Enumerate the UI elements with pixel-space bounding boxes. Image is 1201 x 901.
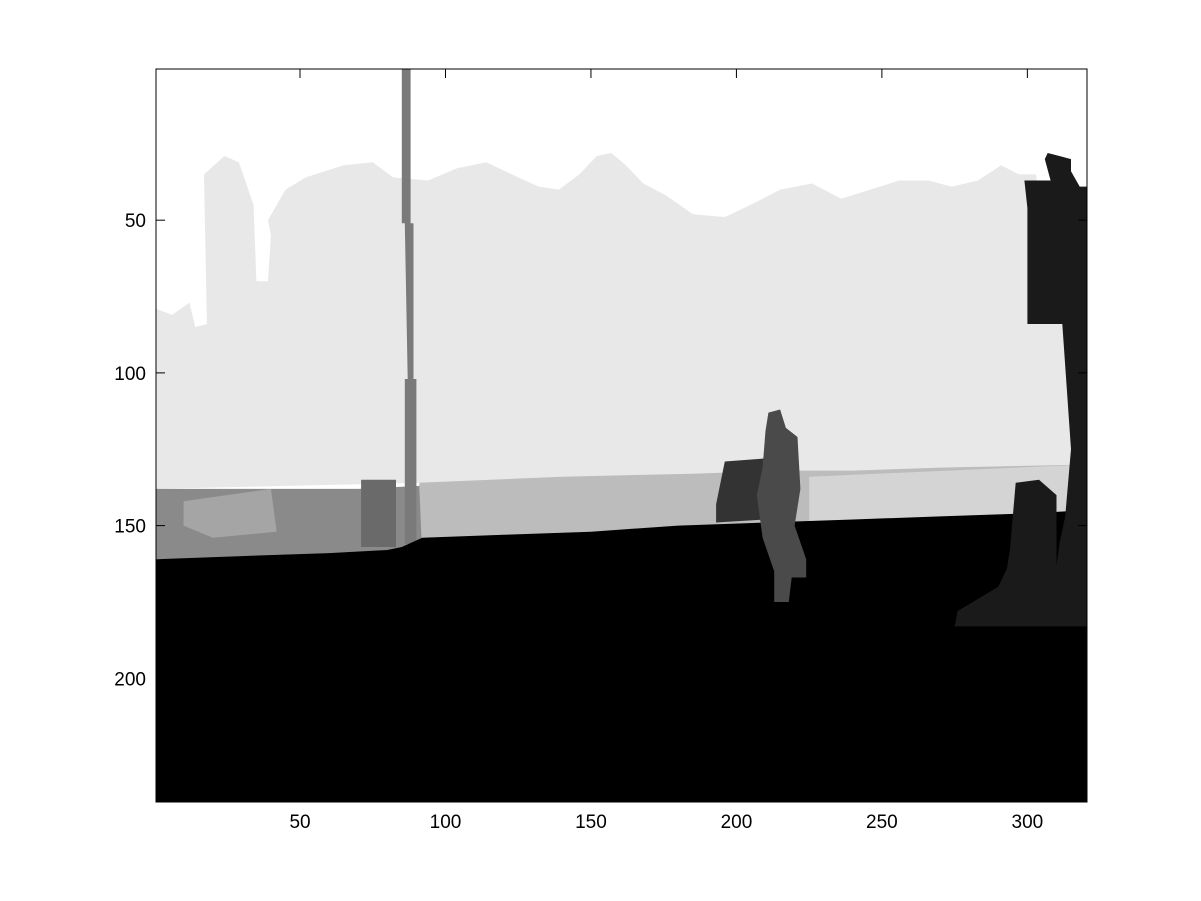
plot-area xyxy=(156,69,1087,802)
x-tick-label: 300 xyxy=(1012,812,1044,833)
x-tick-labels: 50 100 150 200 250 300 xyxy=(289,812,1043,833)
x-tick-label: 200 xyxy=(721,812,753,833)
region-buildings xyxy=(156,153,1087,489)
region-sign xyxy=(954,153,1087,627)
x-tick-label: 250 xyxy=(866,812,898,833)
region-car xyxy=(183,488,277,538)
image-regions xyxy=(156,69,1087,802)
y-tick-labels: 50 100 150 200 xyxy=(114,211,146,690)
region-pole xyxy=(401,69,417,544)
x-tick-label: 50 xyxy=(289,812,310,833)
region-bench xyxy=(716,458,766,523)
y-tick-label: 100 xyxy=(114,364,146,385)
region-pedestrian xyxy=(756,409,807,602)
y-tick-label: 50 xyxy=(125,211,146,232)
x-tick-label: 150 xyxy=(575,812,607,833)
region-pole-base xyxy=(361,479,396,547)
region-road xyxy=(156,510,1087,802)
axes-frame xyxy=(155,68,1088,803)
tick-marks xyxy=(156,69,1087,802)
y-tick-label: 150 xyxy=(114,517,146,538)
x-tick-label: 100 xyxy=(430,812,462,833)
y-tick-label: 200 xyxy=(114,669,146,690)
